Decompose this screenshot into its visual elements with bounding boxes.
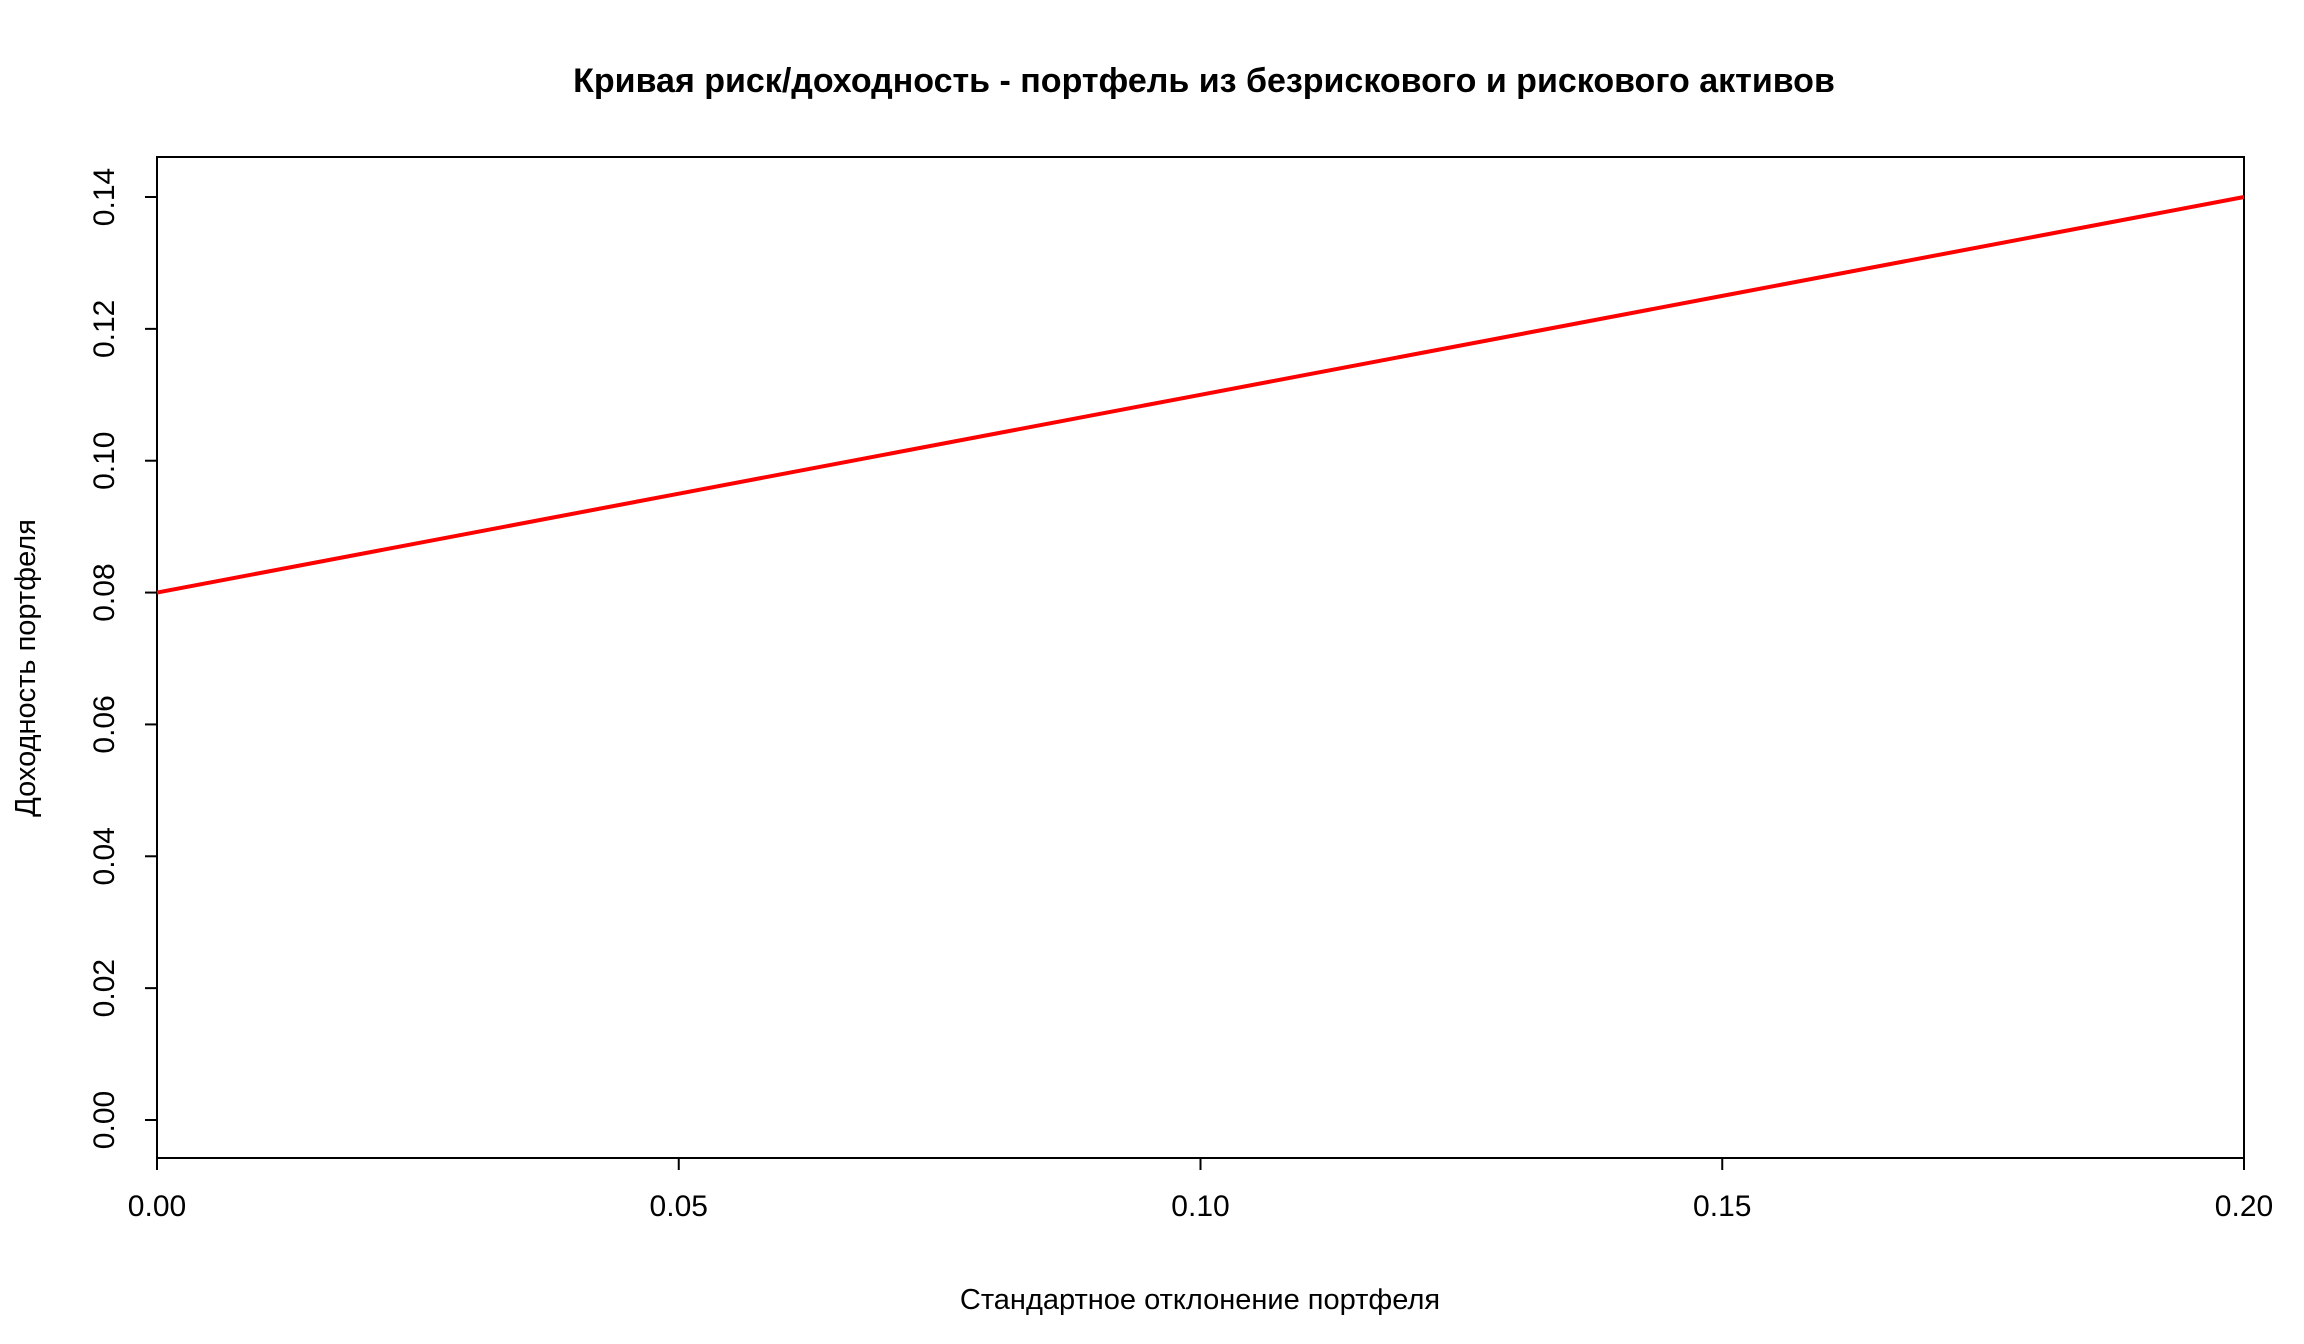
x-tick-label-2: 0.10 [1171,1190,1229,1223]
y-axis: 0.00 0.02 0.04 0.06 0.08 0.10 0.12 0.14 [88,168,157,1149]
y-tick-label-0: 0.00 [88,1091,121,1149]
x-tick-label-1: 0.05 [650,1190,708,1223]
y-tick-label-6: 0.12 [88,300,121,358]
y-tick-label-2: 0.04 [88,827,121,885]
x-tick-label-4: 0.20 [2215,1190,2273,1223]
chart-title: Кривая риск/доходность - портфель из без… [573,62,1835,100]
y-tick-label-7: 0.14 [88,168,121,226]
y-tick-label-4: 0.08 [88,563,121,621]
x-axis-label: Стандартное отклонение портфеля [960,1284,1440,1316]
y-tick-label-5: 0.10 [88,432,121,490]
x-tick-label-3: 0.15 [1693,1190,1751,1223]
x-tick-label-0: 0.00 [128,1190,186,1223]
x-axis: 0.00 0.05 0.10 0.15 0.20 [128,1158,2273,1223]
y-tick-label-3: 0.06 [88,695,121,753]
series-layer [156,195,2245,595]
plot-frame [156,156,2245,1159]
y-axis-label: Доходность портфеля [10,519,42,817]
y-tick-label-1: 0.02 [88,959,121,1017]
series-line-0 [156,195,2245,595]
